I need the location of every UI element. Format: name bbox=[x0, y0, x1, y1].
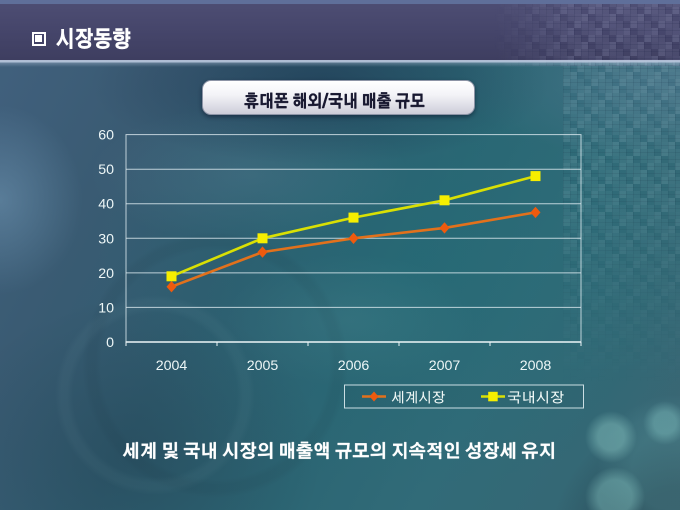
svg-text:0: 0 bbox=[106, 335, 114, 351]
svg-text:2006: 2006 bbox=[338, 358, 370, 374]
svg-text:50: 50 bbox=[98, 162, 114, 178]
svg-text:20: 20 bbox=[98, 266, 114, 282]
svg-text:30: 30 bbox=[98, 231, 114, 247]
svg-text:2005: 2005 bbox=[247, 358, 279, 374]
svg-text:40: 40 bbox=[98, 197, 114, 213]
svg-text:10: 10 bbox=[98, 300, 114, 316]
svg-text:2008: 2008 bbox=[520, 358, 552, 374]
svg-text:2007: 2007 bbox=[429, 358, 461, 374]
svg-text:60: 60 bbox=[98, 128, 114, 144]
svg-text:2004: 2004 bbox=[156, 358, 188, 374]
